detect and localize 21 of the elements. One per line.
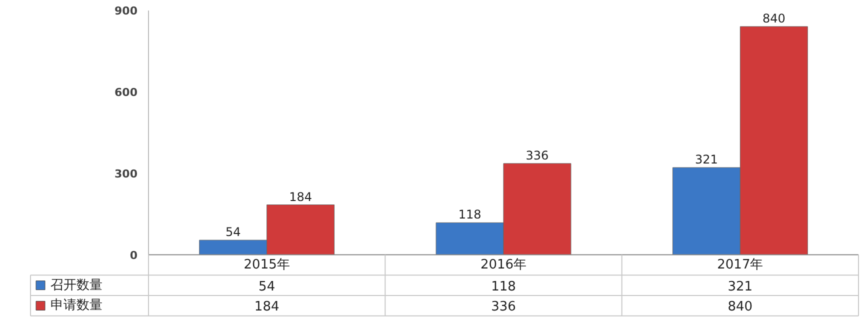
data-label: 840 [728,300,753,315]
y-tick-label: 900 [114,4,138,18]
y-tick-label: 0 [130,249,138,262]
annotation: 840 [762,12,786,26]
y-tick-label: 600 [114,86,138,100]
annotation: 336 [526,148,549,162]
annotation: 321 [694,152,718,167]
x-tick-label: 2015年 [244,257,290,272]
x-tick-label: 2016年 [480,257,527,272]
annotation: 54 [225,225,241,240]
data-label: 118 [491,279,516,294]
data-label: 336 [491,300,516,315]
legend-label: 召开数量 [50,278,102,293]
x-tick-label: 2017年 [717,257,764,272]
y-tick-label: 300 [114,168,138,181]
legend-label: 申请数量 [50,298,102,314]
data-label: 184 [254,300,280,315]
annotation: 184 [289,190,312,204]
data-label: 54 [258,279,276,294]
annotation: 118 [458,208,482,222]
data-label: 321 [728,279,753,294]
